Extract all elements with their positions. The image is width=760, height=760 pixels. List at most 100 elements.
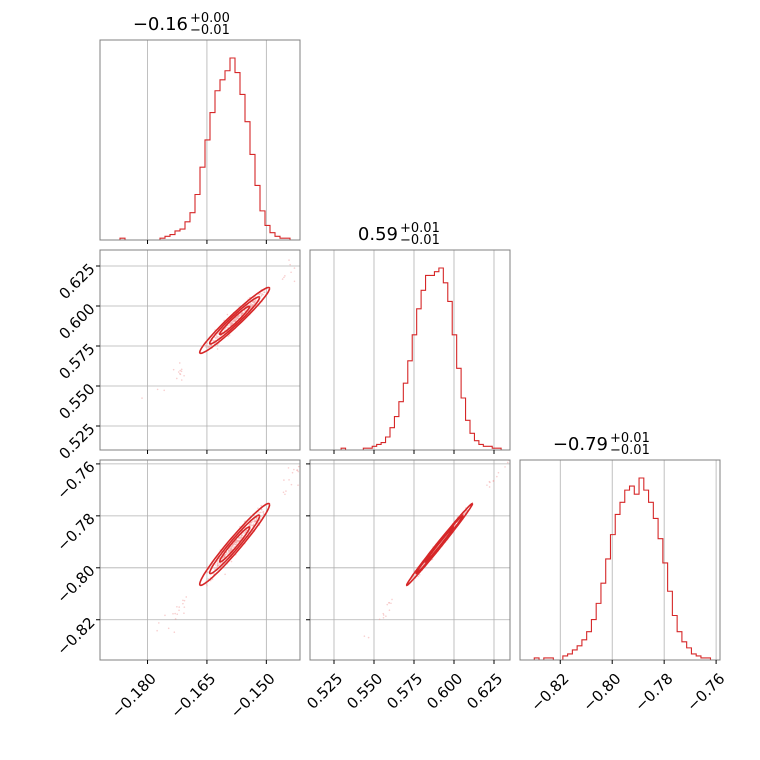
scatter-point <box>158 622 160 624</box>
scatter-point <box>172 368 175 371</box>
scatter-point <box>238 315 241 318</box>
scatter-point <box>214 564 217 566</box>
scatter-point <box>183 606 186 608</box>
scatter-point <box>283 276 285 279</box>
scatter-point <box>506 461 509 464</box>
title-minus: −0.01 <box>400 233 440 248</box>
y-tick-label: −0.78 <box>53 510 98 555</box>
scatter-point <box>178 609 180 612</box>
panel-2-0 <box>96 459 301 664</box>
scatter-point <box>260 504 263 507</box>
scatter-point <box>284 275 286 277</box>
scatter-point <box>156 629 158 632</box>
title-plus: +0.01 <box>400 221 440 236</box>
scatter-point <box>252 301 255 304</box>
scatter-point <box>227 549 230 552</box>
panel-frame <box>309 459 511 661</box>
scatter-group <box>156 465 300 634</box>
scatter-point <box>290 271 292 274</box>
scatter-point <box>290 483 293 486</box>
title-median: −0.16 <box>133 14 188 35</box>
scatter-point <box>254 300 256 303</box>
scatter-point <box>260 515 262 517</box>
scatter-point <box>206 342 208 345</box>
scatter-point <box>236 539 238 542</box>
scatter-point <box>236 541 239 543</box>
scatter-point <box>382 616 385 619</box>
title-minus: −0.01 <box>610 443 650 458</box>
contour-line <box>198 286 271 355</box>
scatter-point <box>176 606 178 608</box>
scatter-point <box>231 322 233 325</box>
scatter-point <box>231 321 234 323</box>
scatter-point <box>488 480 491 483</box>
scatter-group <box>344 460 510 660</box>
scatter-point <box>382 612 385 615</box>
scatter-point <box>182 599 184 602</box>
scatter-point <box>251 520 254 523</box>
title-median: 0.59 <box>358 224 398 245</box>
scatter-point <box>217 332 220 335</box>
panel-title-2: −0.79 +0.01−0.01 <box>553 431 650 458</box>
scatter-point <box>378 618 381 621</box>
scatter-point <box>236 542 238 545</box>
y-tick-label: 0.575 <box>55 340 98 383</box>
panel-0-0 <box>99 39 301 244</box>
scatter-point <box>216 344 219 346</box>
scatter-point <box>297 465 300 468</box>
y-tick-label: 0.525 <box>55 420 98 463</box>
scatter-point <box>233 542 235 544</box>
histogram-line <box>520 477 720 660</box>
scatter-point <box>497 471 500 474</box>
y-tick-label: 0.550 <box>55 380 98 423</box>
scatter-point <box>180 368 183 371</box>
scatter-point <box>293 280 296 283</box>
histogram-line <box>100 57 300 240</box>
scatter-point <box>226 552 229 555</box>
scatter-point <box>180 379 183 381</box>
scatter-point <box>178 606 181 608</box>
scatter-point <box>388 609 391 612</box>
scatter-point <box>228 334 231 336</box>
scatter-point <box>216 564 219 567</box>
scatter-point <box>233 319 235 322</box>
scatter-point <box>388 602 390 604</box>
scatter-point <box>263 291 266 293</box>
scatter-point <box>228 551 231 553</box>
scatter-point <box>258 512 261 514</box>
scatter-point <box>250 305 253 307</box>
scatter-point <box>255 518 257 520</box>
scatter-point <box>391 598 393 601</box>
scatter-point <box>289 263 291 266</box>
scatter-point <box>164 614 166 617</box>
scatter-point <box>296 469 299 471</box>
x-tick-label: −0.180 <box>108 670 160 722</box>
scatter-point <box>386 603 389 606</box>
contour-line <box>218 526 251 563</box>
scatter-point <box>242 532 245 534</box>
scatter-point <box>179 373 182 376</box>
y-tick-label: 0.600 <box>55 300 98 343</box>
scatter-point <box>174 612 176 615</box>
scatter-point <box>226 313 229 316</box>
scatter-point <box>239 538 242 540</box>
scatter-point <box>205 583 208 586</box>
scatter-point <box>163 389 165 392</box>
scatter-point <box>237 315 239 318</box>
scatter-point <box>230 560 233 563</box>
panel-title-1: 0.59 +0.01−0.01 <box>358 221 440 248</box>
scatter-point <box>363 635 366 637</box>
scatter-point <box>258 293 260 296</box>
scatter-point <box>293 267 296 269</box>
scatter-point <box>232 543 234 546</box>
scatter-point <box>206 584 208 587</box>
scatter-point <box>207 578 210 580</box>
panel-1-1 <box>309 249 511 454</box>
scatter-point <box>287 467 290 469</box>
scatter-point <box>183 599 186 602</box>
x-tick-label: 0.525 <box>303 670 346 713</box>
scatter-point <box>282 491 285 494</box>
scatter-point <box>413 575 415 578</box>
x-tick-label: 0.575 <box>383 670 426 713</box>
